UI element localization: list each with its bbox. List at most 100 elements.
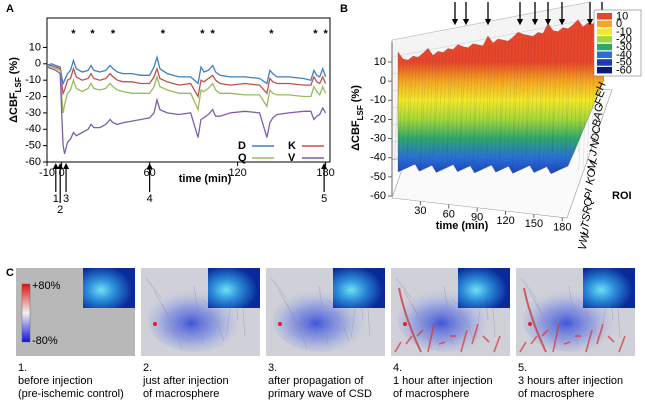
surface-texture	[503, 41, 510, 156]
legend-label: K	[288, 140, 296, 152]
y-tick-label: -60	[25, 156, 41, 168]
surface-texture	[455, 50, 460, 159]
vessel	[560, 327, 572, 344]
data-line	[47, 64, 327, 99]
z-tick-label: -10	[370, 94, 386, 106]
y-axis-title: ROI	[612, 190, 632, 202]
colorbar-swatch	[597, 20, 612, 28]
vessel	[334, 311, 343, 325]
surface-texture	[516, 39, 523, 165]
surface-texture	[529, 36, 536, 153]
asterisk: *	[269, 28, 274, 40]
surface-texture	[525, 37, 533, 156]
axis-title-main: ΔCBF	[350, 120, 362, 151]
red-streak	[596, 323, 604, 345]
caption: of macrosphere	[393, 388, 469, 400]
inset-image	[458, 268, 510, 308]
axis-title: ΔCBFLSF (%)	[350, 85, 365, 151]
vessel	[528, 290, 544, 316]
surface-texture	[565, 29, 572, 162]
x-tick-label: 30	[414, 205, 426, 217]
surface-texture	[477, 46, 483, 159]
red-streak	[618, 335, 626, 353]
caption: of macrosphere	[143, 388, 219, 400]
surface-texture	[402, 60, 407, 165]
surface-texture	[472, 47, 477, 165]
data-line	[47, 54, 327, 86]
colorbar-swatch	[597, 36, 612, 43]
surface-texture	[446, 52, 450, 168]
inset-image	[208, 268, 260, 308]
surface-texture	[486, 44, 493, 171]
surface-texture	[512, 39, 520, 168]
surface-texture	[441, 53, 447, 171]
vessel	[475, 302, 482, 339]
surface-texture	[521, 38, 526, 162]
colorbar-label: 10	[616, 10, 628, 22]
surface-texture	[569, 29, 576, 159]
colorbar-label: -30	[616, 41, 632, 53]
x-tick-label: -10	[39, 167, 55, 179]
asterisk: *	[323, 28, 328, 40]
vessel	[568, 285, 579, 346]
vessel	[169, 316, 183, 350]
surface-texture	[543, 34, 549, 162]
surface-texture	[437, 53, 444, 153]
vessel	[286, 303, 301, 333]
red-streak	[460, 329, 468, 353]
vessel	[185, 327, 197, 344]
roi-label: T	[579, 219, 593, 230]
asterisk: *	[90, 28, 95, 40]
surface-texture	[552, 32, 559, 153]
vessel	[350, 302, 357, 339]
caption: before injection	[18, 375, 93, 387]
y-tick-label: 0	[35, 58, 41, 70]
vessel	[520, 277, 537, 299]
colorbar-swatch	[597, 66, 612, 74]
surface-texture	[525, 37, 530, 159]
y-tick-label: -50	[25, 140, 41, 152]
vessel	[411, 303, 426, 333]
surface-texture	[446, 52, 454, 165]
plot-frame	[46, 17, 331, 163]
vessel	[225, 302, 232, 339]
vessel	[459, 311, 468, 325]
axis-title-main: ΔCBF	[8, 92, 20, 123]
surface-texture	[587, 26, 592, 165]
z-tick-label: -60	[370, 190, 386, 202]
red-streak	[416, 329, 424, 337]
red-streak	[427, 323, 435, 353]
wall-grid	[391, 18, 591, 58]
vessel	[294, 316, 308, 350]
surface-texture	[494, 43, 500, 165]
x-tick-label: 0	[59, 167, 65, 179]
vessel	[342, 324, 350, 342]
x-axis-title: time (min)	[436, 220, 489, 232]
surface-texture	[472, 47, 480, 162]
axis-title-sub: LSF	[14, 77, 23, 92]
panel-label: C	[6, 267, 14, 279]
axis-title: ΔCBFLSF (%)	[8, 57, 23, 123]
surface-texture	[564, 30, 569, 165]
vessel	[600, 302, 607, 339]
surface-texture	[490, 44, 497, 168]
vessel	[278, 290, 294, 316]
red-streak	[523, 287, 547, 353]
red-streak	[493, 335, 501, 353]
x-tick-label: 150	[525, 218, 543, 230]
marker-label: 5	[321, 193, 327, 205]
surface-texture	[556, 31, 563, 171]
colorbar-swatch	[597, 13, 612, 20]
x-tick-label: 120	[496, 215, 514, 227]
surface-texture	[547, 33, 553, 159]
surface-texture	[468, 48, 473, 168]
roi-label: B	[590, 117, 604, 129]
x-axis-title: time (min)	[179, 173, 232, 185]
surface-texture	[507, 40, 513, 153]
vessel	[395, 277, 412, 299]
y-tick-label: -30	[25, 107, 41, 119]
vessel	[145, 277, 162, 299]
roi-label: L	[586, 155, 599, 166]
